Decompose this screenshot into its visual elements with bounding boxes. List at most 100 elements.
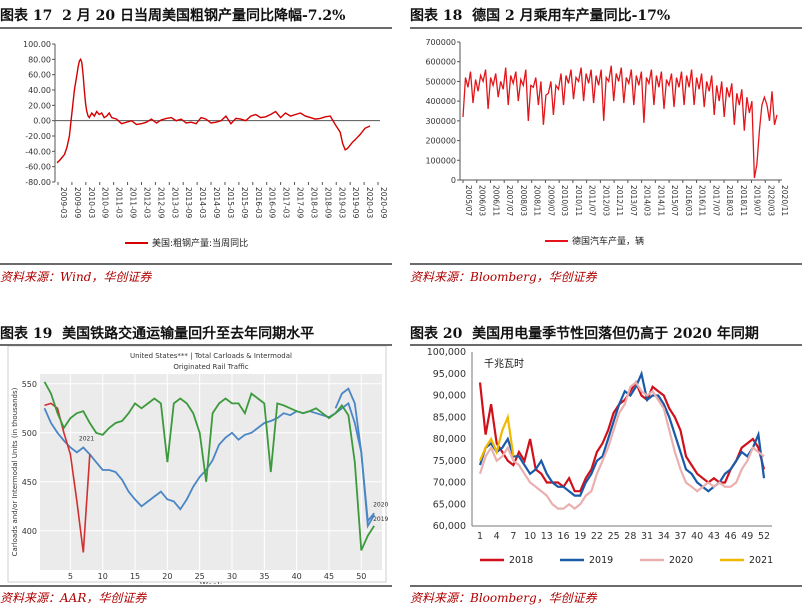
legend-label-2018: 2018 xyxy=(509,555,533,566)
x-tick-label: 13 xyxy=(541,531,553,542)
y-tick-label: 20.00 xyxy=(28,101,51,110)
y-tick-label: 400000 xyxy=(425,97,456,106)
panel-chart-19: 图表 19 美国铁路交通运输量回升至去年同期水平 United States**… xyxy=(0,318,395,610)
x-tick-label: 22 xyxy=(591,531,603,542)
x-tick-label: 2018/11 xyxy=(739,185,748,216)
y-tick-label: 75,000 xyxy=(433,456,466,467)
x-tick-label: 50 xyxy=(356,572,366,581)
source-line xyxy=(0,263,392,265)
y-tick-label: 300000 xyxy=(425,117,456,126)
y-tick-label: -40.00 xyxy=(25,147,51,156)
x-tick-label: 19 xyxy=(574,531,586,542)
x-tick-label: 2019/07 xyxy=(753,185,762,216)
x-tick-label: 2014-09 xyxy=(212,187,221,219)
x-tick-label: 2010/03 xyxy=(560,185,569,216)
x-tick-label: 45 xyxy=(324,572,334,581)
y-tick-label: 600000 xyxy=(425,58,456,67)
chart-18-svg: 700000 600000 500000 400000 300000 200000 1000… xyxy=(425,38,789,247)
annotation-label: 2021 xyxy=(79,436,94,443)
chart-source: 资料来源：Bloomberg，华创证券 xyxy=(410,591,597,605)
y-tick-label: -20.00 xyxy=(25,132,51,141)
x-tick-label: 2012-03 xyxy=(142,187,151,219)
series-line-2021 xyxy=(478,413,515,462)
chart-19-svg: United States*** | Total Carloads & Inte… xyxy=(7,346,389,584)
x-tick-label: 2015-03 xyxy=(226,187,235,219)
header-box xyxy=(40,350,382,372)
x-tick-label: 2013/07 xyxy=(629,185,638,216)
x-tick-label: 25 xyxy=(608,531,620,542)
y-tick-label: 80,000 xyxy=(433,434,466,445)
legend-label-2019: 2019 xyxy=(589,555,613,566)
y-tick-label: 100,000 xyxy=(427,347,466,358)
y-tick-label: 100000 xyxy=(425,156,456,165)
series-line-2019 xyxy=(43,401,375,529)
x-tick-label: 2011-09 xyxy=(129,187,138,219)
chart-20-svg: 100,000 95,000 90,000 85,000 80,000 75,000 70,… xyxy=(427,347,773,566)
x-tick-label: 2016/03 xyxy=(684,185,693,216)
series-line-2021 xyxy=(44,402,91,553)
chart-title: 图表 18 德国 2 月乘用车产量同比-17% xyxy=(410,8,671,24)
panel-chart-17: 图表 17 2 月 20 日当周美国粗钢产量同比降幅-7.2% 100.00 80… xyxy=(0,0,395,300)
y-axis-title: Carloads and/or Intermodal Units (in tho… xyxy=(11,387,19,556)
y-tick-label: 60,000 xyxy=(433,521,466,532)
plot-background xyxy=(40,374,382,570)
x-tick-label: 2010/11 xyxy=(574,185,583,216)
y-tick-label: 40.00 xyxy=(28,86,51,95)
x-tick-label: 2015/07 xyxy=(670,185,679,216)
x-tick-label: 2012/11 xyxy=(615,185,624,216)
x-tick-label: 2020/11 xyxy=(780,185,789,216)
x-tick-label: 2010-09 xyxy=(101,187,110,219)
panel-chart-18: 图表 18 德国 2 月乘用车产量同比-17% 700000 600000 5000… xyxy=(410,0,805,300)
title-underline xyxy=(0,344,392,346)
y-tick-label: -80.00 xyxy=(25,178,51,187)
x-tick-label: 40 xyxy=(691,531,703,542)
y-tick-label: 80.00 xyxy=(28,55,51,64)
x-tick-label: 4 xyxy=(494,531,500,542)
x-tick-label: 2020-09 xyxy=(379,187,388,219)
x-tick-label: 2009-03 xyxy=(59,187,68,219)
x-tick-label: 30 xyxy=(227,572,237,581)
y-tick-label: -60.00 xyxy=(25,163,51,172)
x-tick-label: 20 xyxy=(162,572,172,581)
annotation-label: 2020 xyxy=(373,501,388,508)
y-tick-label: 95,000 xyxy=(433,369,466,380)
x-tick-label: 31 xyxy=(641,531,653,542)
x-tick-label: 2009-09 xyxy=(73,187,82,219)
x-tick-label: 1 xyxy=(477,531,483,542)
x-tick-label: 2008/11 xyxy=(533,185,542,216)
y-tick-label: 70,000 xyxy=(433,478,466,489)
chart-source: 资料来源：AAR，华创证券 xyxy=(0,591,147,605)
y-tick-label: 400 xyxy=(22,527,37,536)
y-tick-label: 65,000 xyxy=(433,499,466,510)
annotation-label: 2019 xyxy=(373,516,388,523)
x-tick-label: 34 xyxy=(658,531,670,542)
x-tick-label: 35 xyxy=(259,572,269,581)
x-tick-label: 2016-09 xyxy=(268,187,277,219)
series-line-2018 xyxy=(43,381,375,551)
x-tick-label: 2012/03 xyxy=(601,185,610,216)
x-tick-label: 40 xyxy=(292,572,302,581)
chart-source: 资料来源：Bloomberg，华创证券 xyxy=(410,270,597,284)
x-tick-label: 28 xyxy=(624,531,636,542)
legend-label-2020: 2020 xyxy=(669,555,693,566)
x-tick-label: 2013-03 xyxy=(170,187,179,219)
x-tick-label: 2013-09 xyxy=(184,187,193,219)
chart-title: 图表 17 2 月 20 日当周美国粗钢产量同比降幅-7.2% xyxy=(0,8,346,24)
x-tick-label: 2018-03 xyxy=(309,187,318,219)
y-tick-label: 90,000 xyxy=(433,391,466,402)
x-tick-label: 2012-09 xyxy=(156,187,165,219)
x-tick-label: 2008/03 xyxy=(519,185,528,216)
x-tick-label: 2015-09 xyxy=(240,187,249,219)
chart-title: 图表 19 美国铁路交通运输量回升至去年同期水平 xyxy=(0,326,315,342)
source-line xyxy=(410,585,802,587)
x-tick-label: 2019-03 xyxy=(337,187,346,219)
x-tick-label: 10 xyxy=(524,531,536,542)
x-tick-label: 2007/07 xyxy=(505,185,514,216)
chart-title: 图表 20 美国用电量季节性回落但仍高于 2020 年同期 xyxy=(410,326,759,342)
x-tick-label: 2019-09 xyxy=(351,187,360,219)
x-tick-label: 16 xyxy=(557,531,569,542)
x-tick-label: 2016-03 xyxy=(254,187,263,219)
x-tick-label: 2020-03 xyxy=(365,187,374,219)
y-tick-label: 450 xyxy=(22,478,37,487)
x-tick-label: 52 xyxy=(758,531,770,542)
